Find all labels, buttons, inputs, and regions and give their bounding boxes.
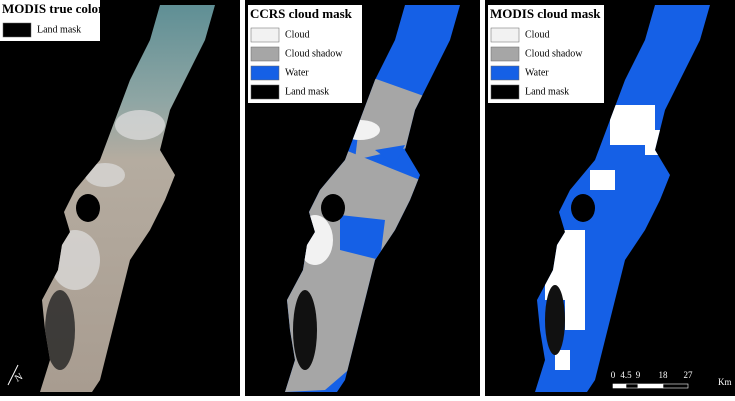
scale-bar: 0 4.5 9 18 27 Km [611, 370, 732, 389]
legend-swatch [250, 84, 280, 100]
panel-ccrs [245, 0, 480, 396]
legend-label: Cloud shadow [285, 48, 343, 59]
legend-label: Cloud [285, 29, 309, 40]
scale-segment [625, 383, 639, 389]
scale-label: 27 [684, 370, 694, 380]
legend-swatch [250, 65, 280, 81]
legend-swatch [490, 84, 520, 100]
scale-label: 0 [611, 370, 616, 380]
legend-swatch [490, 65, 520, 81]
legend-label: Land mask [525, 86, 569, 97]
legend-swatch [250, 46, 280, 62]
legend-swatch [490, 46, 520, 62]
legend-label: Cloud shadow [525, 48, 583, 59]
scale-segment [637, 383, 664, 389]
legend: CCRS cloud mask Cloud Cloud shadow Water Lan… [248, 5, 362, 103]
panel-title: CCRS cloud mask [250, 6, 353, 21]
scale-label: 18 [659, 370, 669, 380]
legend-swatch [2, 22, 32, 38]
scale-unit: Km [718, 377, 732, 387]
scale-segment [612, 383, 627, 389]
legend-label: Water [525, 67, 549, 78]
scale-segment [662, 383, 689, 389]
panel-title: MODIS cloud mask [490, 6, 601, 21]
legend: MODIS true color Land mask [0, 0, 104, 41]
panel-true-color: N [0, 0, 240, 396]
legend-swatch [490, 27, 520, 43]
legend-label: Water [285, 67, 309, 78]
legend-label: Land mask [285, 86, 329, 97]
legend: MODIS cloud mask Cloud Cloud shadow Water La… [488, 5, 604, 103]
scale-label: 4.5 [620, 370, 632, 380]
scale-label: 9 [636, 370, 641, 380]
legend-swatch [250, 27, 280, 43]
legend-label: Cloud [525, 29, 549, 40]
legend-label: Land mask [37, 24, 81, 35]
panel-title: MODIS true color [2, 1, 104, 16]
north-arrow: N [13, 371, 25, 384]
